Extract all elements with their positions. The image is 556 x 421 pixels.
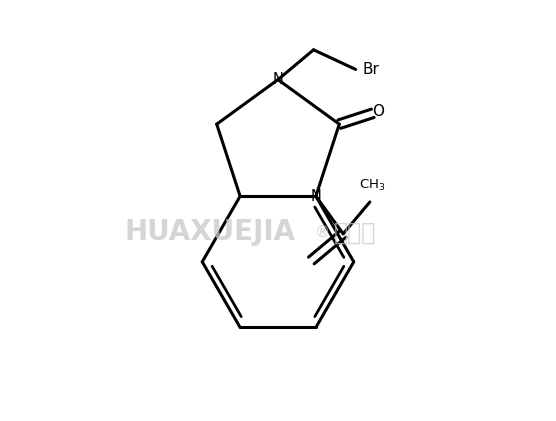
- Text: 化学加: 化学加: [334, 221, 376, 245]
- Text: ®: ®: [315, 225, 330, 240]
- Text: N: N: [272, 72, 284, 87]
- Text: CH$_3$: CH$_3$: [359, 178, 385, 193]
- Text: N: N: [310, 189, 321, 204]
- Text: HUAXUEJIA: HUAXUEJIA: [124, 218, 295, 246]
- Text: O: O: [373, 104, 384, 119]
- Text: Br: Br: [363, 62, 380, 77]
